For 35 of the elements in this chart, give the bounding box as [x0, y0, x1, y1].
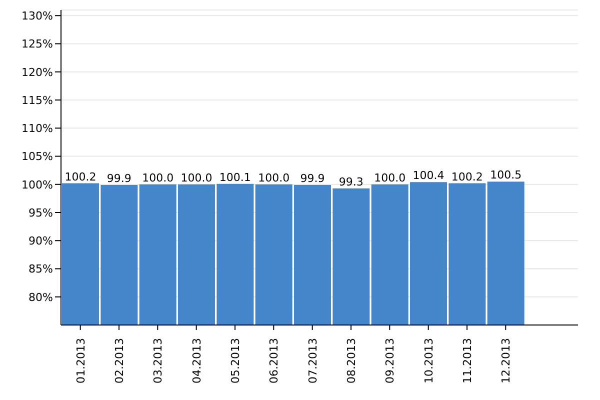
x-tick-label: 03.2013 — [152, 338, 165, 384]
y-tick-label: 120% — [22, 66, 53, 79]
x-tick-label: 11.2013 — [461, 338, 474, 384]
y-tick-label: 125% — [22, 38, 53, 51]
x-tick-label: 08.2013 — [345, 338, 358, 384]
y-tick-label: 95% — [28, 206, 53, 220]
y-tick-label: 100% — [22, 178, 53, 192]
data-label: 100.0 — [374, 171, 406, 184]
data-label: 99.3 — [338, 175, 364, 188]
data-label: 100.0 — [258, 171, 290, 184]
data-label: 100.2 — [64, 170, 96, 184]
x-tick-label: 01.2013 — [74, 338, 88, 384]
x-tick-label: 07.2013 — [306, 338, 320, 384]
x-tick-label: 05.2013 — [229, 338, 242, 384]
y-tick-label: 105% — [22, 150, 53, 164]
y-tick-label: 130% — [22, 10, 53, 23]
data-label: 100.5 — [490, 168, 522, 182]
x-tick-label: 12.2013 — [500, 338, 513, 384]
x-tick-label: 10.2013 — [422, 338, 436, 384]
y-tick-label: 80% — [28, 290, 53, 304]
data-label: 99.9 — [106, 172, 132, 185]
x-tick-label: 02.2013 — [113, 338, 126, 384]
data-label: 99.9 — [300, 172, 325, 185]
y-tick-label: 85% — [28, 262, 53, 276]
data-label: 100.0 — [142, 171, 174, 184]
data-label: 100.4 — [412, 169, 444, 182]
x-tick-label: 06.2013 — [268, 338, 281, 384]
data-label: 100.0 — [180, 171, 212, 184]
data-label: 100.1 — [219, 170, 251, 184]
data-label: 100.2 — [451, 170, 483, 184]
y-tick-label: 115% — [22, 94, 53, 107]
x-tick-label: 09.2013 — [384, 338, 397, 384]
x-tick-label: 04.2013 — [190, 338, 204, 384]
y-tick-label: 110% — [22, 122, 53, 136]
y-tick-label: 90% — [28, 234, 53, 248]
